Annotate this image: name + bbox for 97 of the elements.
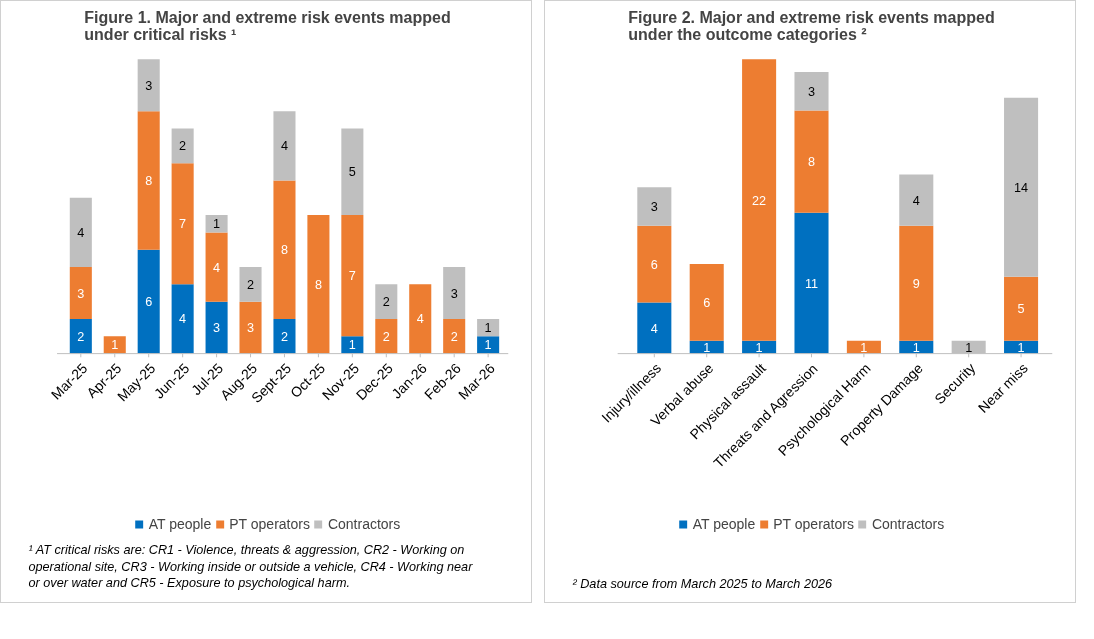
bar	[794, 72, 829, 111]
data-label: 7	[179, 217, 187, 232]
legend-label: AT people	[692, 516, 756, 532]
bar	[171, 284, 194, 354]
bar	[794, 110, 829, 213]
bar	[477, 318, 500, 337]
bar	[273, 111, 296, 181]
data-label: 4	[280, 139, 288, 154]
data-label: 2	[179, 139, 187, 154]
legend-label: PT operators	[229, 516, 310, 532]
bar	[341, 215, 364, 337]
bar	[689, 264, 724, 341]
data-label: 8	[145, 173, 153, 188]
data-label: 4	[650, 321, 658, 336]
bar	[637, 225, 672, 303]
data-label: 8	[807, 155, 816, 170]
bar	[899, 225, 934, 341]
bar	[137, 111, 160, 250]
data-label: 1	[111, 338, 119, 353]
bar	[307, 215, 330, 354]
data-label: 1	[484, 321, 492, 336]
data-label: 6	[650, 257, 658, 272]
data-label: 1	[860, 340, 868, 355]
data-label: 3	[450, 286, 458, 301]
bar	[69, 318, 92, 354]
data-label: 1	[965, 340, 973, 355]
data-label: 1	[755, 340, 763, 355]
data-label: 6	[703, 295, 711, 310]
bar	[239, 267, 262, 302]
legend-label: AT people	[148, 516, 212, 532]
data-label: 2	[382, 295, 390, 310]
data-label: 3	[807, 84, 816, 99]
data-label: 3	[247, 321, 255, 336]
bar	[205, 215, 228, 233]
data-label: 1	[213, 217, 221, 232]
data-label: 2	[280, 329, 288, 344]
chart-title: Figure 2. Major and extreme risk events mapped under the outcome categories ²	[628, 8, 995, 43]
bar	[637, 302, 672, 354]
bar	[443, 318, 466, 354]
bar	[69, 197, 92, 268]
bar	[637, 187, 672, 226]
legend-label: Contractors	[871, 516, 945, 532]
bar	[205, 301, 228, 354]
legend-label: Contractors	[327, 516, 401, 532]
data-label: 2	[77, 329, 85, 344]
text: ² Data source from March 2025 to March 2026	[572, 576, 834, 591]
bar	[103, 336, 126, 354]
bar	[375, 318, 398, 354]
bar	[375, 284, 398, 319]
bar	[171, 163, 194, 285]
data-label: 8	[314, 277, 322, 292]
data-label: 1	[1017, 340, 1025, 355]
data-label: 4	[213, 260, 221, 275]
data-label: 11	[804, 276, 819, 291]
data-label: 5	[1017, 302, 1025, 317]
data-label: 14	[1014, 180, 1029, 195]
data-label: 2	[382, 329, 390, 344]
data-label: 3	[213, 321, 221, 336]
bar	[69, 267, 92, 319]
legend-label: PT operators	[773, 516, 854, 532]
data-label: 1	[703, 340, 711, 355]
bar	[794, 212, 829, 354]
data-label: 3	[145, 78, 153, 93]
data-label: 2	[247, 277, 255, 292]
bar	[171, 128, 194, 164]
bar	[1004, 97, 1039, 277]
data-label: 4	[179, 312, 187, 327]
bar	[273, 318, 296, 354]
bar	[899, 174, 934, 226]
data-label: 2	[450, 329, 458, 344]
data-label: 3	[650, 199, 658, 214]
bar	[239, 301, 262, 354]
data-label: 1	[912, 340, 920, 355]
data-label: 5	[348, 165, 356, 180]
bar	[273, 180, 296, 319]
data-label: 22	[752, 193, 767, 208]
data-label: 1	[484, 338, 492, 353]
bar	[1004, 276, 1039, 341]
text: ¹ AT critical risks are: CR1 - Violence, threats & aggression, CR2 - Working on operational site, CR3 - Working inside or outside a vehicle, CR4 - Working near or over water and CR5 - Exposure to psychological harm.	[28, 542, 474, 591]
data-label: 6	[145, 295, 153, 310]
data-label: 4	[77, 225, 85, 240]
data-label: 4	[416, 312, 424, 327]
bar	[205, 232, 228, 302]
data-label: 1	[348, 338, 356, 353]
data-label: 7	[348, 269, 356, 284]
bar	[409, 284, 432, 354]
data-label: 9	[912, 276, 920, 291]
data-label: 8	[280, 243, 288, 258]
bar	[443, 267, 466, 319]
data-label: 3	[77, 286, 85, 301]
bar	[137, 59, 160, 112]
chart-title: Figure 1. Major and extreme risk events mapped under critical risks ¹	[84, 8, 451, 43]
bar	[137, 249, 160, 354]
bar	[477, 336, 500, 354]
bar	[341, 128, 364, 216]
data-label: 4	[912, 193, 920, 208]
bar	[742, 59, 777, 341]
